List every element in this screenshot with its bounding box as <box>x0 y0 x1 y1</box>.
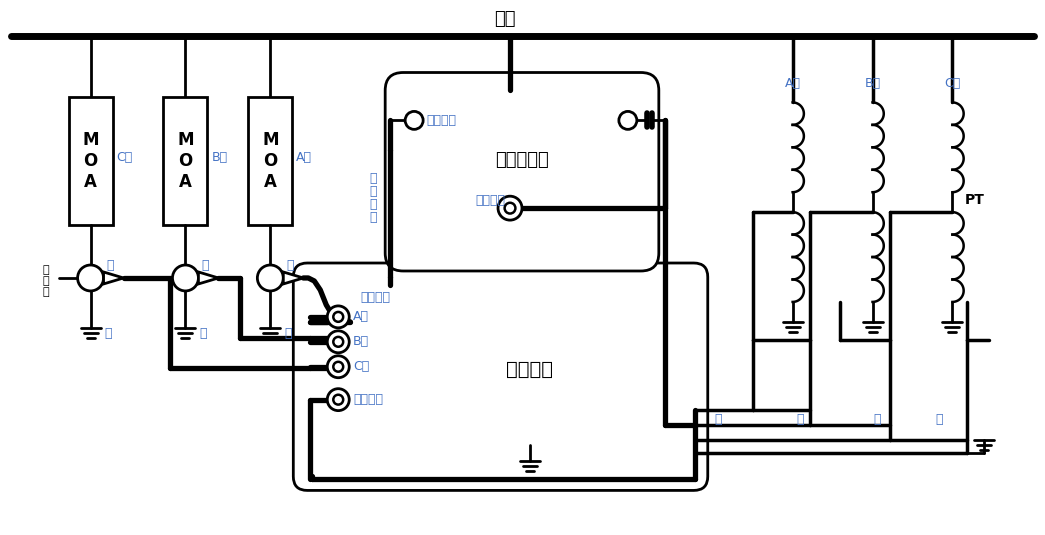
Circle shape <box>619 111 636 129</box>
Text: M
O
A: M O A <box>262 132 279 191</box>
Text: C相: C相 <box>117 151 133 164</box>
Circle shape <box>333 312 343 322</box>
Text: 仪器主机: 仪器主机 <box>507 360 554 379</box>
Text: B相: B相 <box>211 151 228 164</box>
Text: 黑: 黑 <box>104 327 112 340</box>
Text: 数: 数 <box>42 276 49 286</box>
Text: 黄: 黄 <box>714 413 721 426</box>
Bar <box>69 97 113 225</box>
Bar <box>249 97 293 225</box>
Circle shape <box>498 196 522 220</box>
Text: 电流输入: 电流输入 <box>361 292 390 304</box>
Text: 绳: 绳 <box>796 413 804 426</box>
Text: 黄: 黄 <box>286 258 294 271</box>
Text: 绳: 绳 <box>202 258 209 271</box>
Circle shape <box>333 362 343 372</box>
Circle shape <box>405 111 423 129</box>
Text: 红: 红 <box>107 258 114 271</box>
Text: 电压采集器: 电压采集器 <box>495 151 549 169</box>
FancyBboxPatch shape <box>386 73 658 271</box>
Text: 黑: 黑 <box>284 327 292 340</box>
Circle shape <box>327 356 349 378</box>
Circle shape <box>333 395 343 404</box>
Text: 通: 通 <box>370 172 377 185</box>
Text: C相: C相 <box>353 360 370 373</box>
Circle shape <box>77 265 103 291</box>
Circle shape <box>333 337 343 347</box>
Circle shape <box>172 265 199 291</box>
Text: 缆: 缆 <box>370 211 377 224</box>
Text: 母线: 母线 <box>494 10 516 28</box>
Polygon shape <box>103 272 123 284</box>
Circle shape <box>257 265 283 291</box>
Text: A相: A相 <box>353 310 369 323</box>
Text: C相: C相 <box>945 77 960 90</box>
Text: 计: 计 <box>42 265 49 275</box>
Text: 讯: 讯 <box>370 185 377 198</box>
Text: B相: B相 <box>353 335 369 348</box>
Polygon shape <box>199 272 218 284</box>
Circle shape <box>327 331 349 353</box>
FancyBboxPatch shape <box>294 263 707 491</box>
Text: M
O
A: M O A <box>178 132 193 191</box>
Polygon shape <box>283 272 303 284</box>
Text: 器: 器 <box>42 287 49 297</box>
Text: M
O
A: M O A <box>83 132 99 191</box>
Circle shape <box>505 203 515 213</box>
Text: B相: B相 <box>864 77 881 90</box>
Text: 电: 电 <box>370 197 377 211</box>
Text: A相: A相 <box>785 77 800 90</box>
Bar <box>163 97 207 225</box>
Circle shape <box>327 306 349 328</box>
Text: 黑: 黑 <box>200 327 207 340</box>
Text: A相: A相 <box>297 151 312 164</box>
Circle shape <box>327 389 349 411</box>
Text: 黑: 黑 <box>935 413 944 426</box>
Text: 红: 红 <box>874 413 881 426</box>
Text: 通讯接口: 通讯接口 <box>426 114 456 127</box>
Text: PT: PT <box>965 193 984 207</box>
Text: 参考信号: 参考信号 <box>353 393 384 406</box>
Text: 电压输入: 电压输入 <box>475 194 505 207</box>
